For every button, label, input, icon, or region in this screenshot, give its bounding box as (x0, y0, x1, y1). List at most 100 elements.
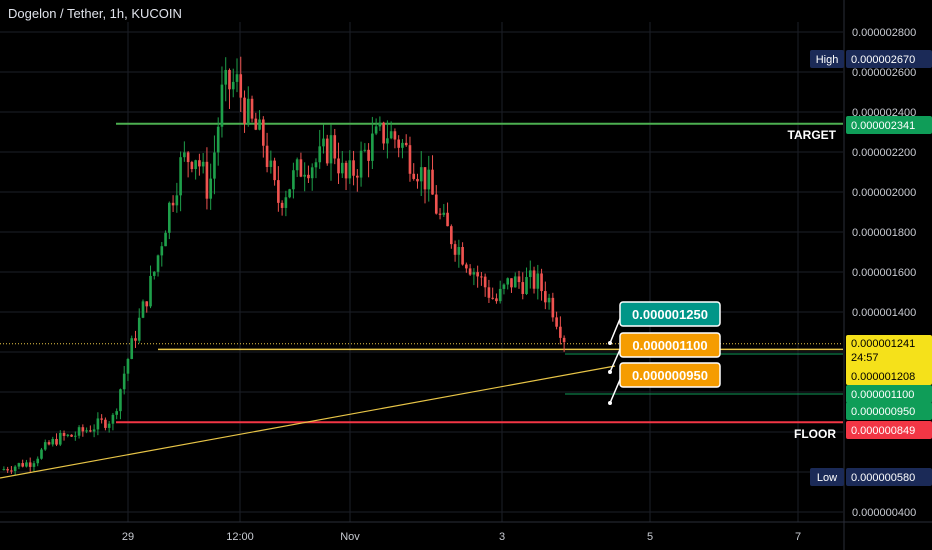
floor-tag: 0.000000849 (846, 421, 932, 439)
candle-body (374, 126, 378, 134)
y-tick-label: 0.000002200 (852, 147, 916, 159)
candle-body (303, 174, 306, 177)
candle-body (70, 434, 73, 437)
candle-body (28, 462, 32, 467)
candle-body (476, 272, 479, 277)
candle-body (262, 119, 265, 146)
candle-body (134, 338, 137, 341)
candle-body (246, 98, 250, 124)
candle-body (228, 69, 231, 90)
candle-body (544, 291, 547, 303)
candle-body (322, 138, 325, 147)
candle-body (130, 338, 134, 359)
level-1100-tag-bg (846, 385, 932, 403)
candle-body (389, 131, 393, 139)
candle-body (352, 160, 355, 176)
candle-body (194, 160, 197, 170)
floor-label: FLOOR (794, 427, 836, 441)
candle-body (404, 142, 408, 146)
candles[interactable] (2, 56, 566, 475)
y-tick-label: 0.000000400 (852, 507, 916, 519)
low-tag-label-bg (810, 468, 844, 486)
candle-body (340, 162, 344, 174)
candle-body (115, 411, 118, 415)
candle-body (171, 202, 175, 206)
candle-body (89, 430, 92, 432)
low-tag-label: Low (817, 472, 837, 484)
candle-body (382, 122, 385, 144)
candle-body (51, 438, 55, 445)
candle-body (141, 301, 145, 318)
y-tick-label: 0.000001800 (852, 227, 916, 239)
candle-body (168, 202, 171, 233)
candle-body (179, 157, 182, 196)
callout-1100-box (619, 332, 721, 358)
candle-body (393, 131, 397, 140)
candle-body (231, 81, 235, 90)
candle-body (506, 278, 510, 285)
candle-body (446, 212, 449, 227)
support-value: 0.000001208 (851, 371, 915, 383)
candle-body (77, 427, 81, 436)
candle-body (186, 152, 190, 163)
high-tag-label: High (816, 54, 839, 66)
candle-body (269, 160, 273, 167)
candle-body (502, 284, 506, 289)
candle-body (547, 297, 551, 303)
callout-1100: 0.000001100 (608, 332, 721, 374)
callouts: 0.000001250 0.000001100 0.000000950 (608, 301, 721, 405)
candle-body (416, 178, 419, 182)
candle-body (25, 462, 28, 467)
low-tag-bg (846, 468, 932, 486)
floor-tag-bg (846, 421, 932, 439)
candle-body (137, 317, 141, 341)
low-tag-value: 0.000000580 (851, 472, 915, 484)
candle-body (540, 273, 543, 292)
candle-body (21, 463, 24, 467)
candle-body (62, 433, 66, 436)
candle-body (307, 174, 310, 179)
candle-body (333, 135, 337, 159)
candle-body (47, 442, 51, 445)
candle-body (528, 270, 532, 278)
candle-body (243, 97, 246, 124)
candle-body (525, 277, 528, 294)
candle-body (468, 268, 472, 275)
time-axis[interactable]: 29 12:00 Nov 3 5 7 (0, 521, 932, 543)
candle-body (356, 175, 359, 178)
y-tick-label: 0.000001600 (852, 267, 916, 279)
price-axis[interactable]: 0.0000028000.0000026000.0000024000.00000… (843, 0, 916, 550)
level-950-tag-bg (846, 402, 932, 420)
candle-body (472, 272, 476, 275)
candle-body (205, 161, 209, 199)
candle-body (96, 418, 100, 430)
grid (0, 22, 843, 522)
last-price-bg (846, 335, 932, 385)
candle-body (536, 273, 540, 289)
candle-body (81, 427, 85, 432)
candle-body (325, 138, 329, 164)
candle-body (152, 271, 156, 276)
overlays (0, 365, 616, 479)
candle-body (32, 463, 36, 467)
candle-body (239, 74, 243, 98)
candle-body (329, 135, 333, 164)
candle-body (250, 98, 254, 119)
candle-body (164, 232, 167, 247)
x-tick-label: 5 (647, 531, 653, 543)
candle-body (314, 162, 318, 168)
candle-body (487, 287, 491, 298)
candle-body (510, 278, 513, 288)
callout-950-box (619, 362, 721, 388)
callout-950-anchor (608, 401, 612, 405)
candle-body (13, 466, 17, 472)
candle-body (457, 247, 461, 255)
x-tick-label: 7 (795, 531, 801, 543)
callout-1250-text: 0.000001250 (632, 307, 708, 322)
candle-body (284, 197, 288, 208)
candle-body (453, 244, 457, 255)
candle-body (85, 430, 88, 432)
candle-body (495, 298, 498, 302)
candle-body (480, 276, 483, 278)
